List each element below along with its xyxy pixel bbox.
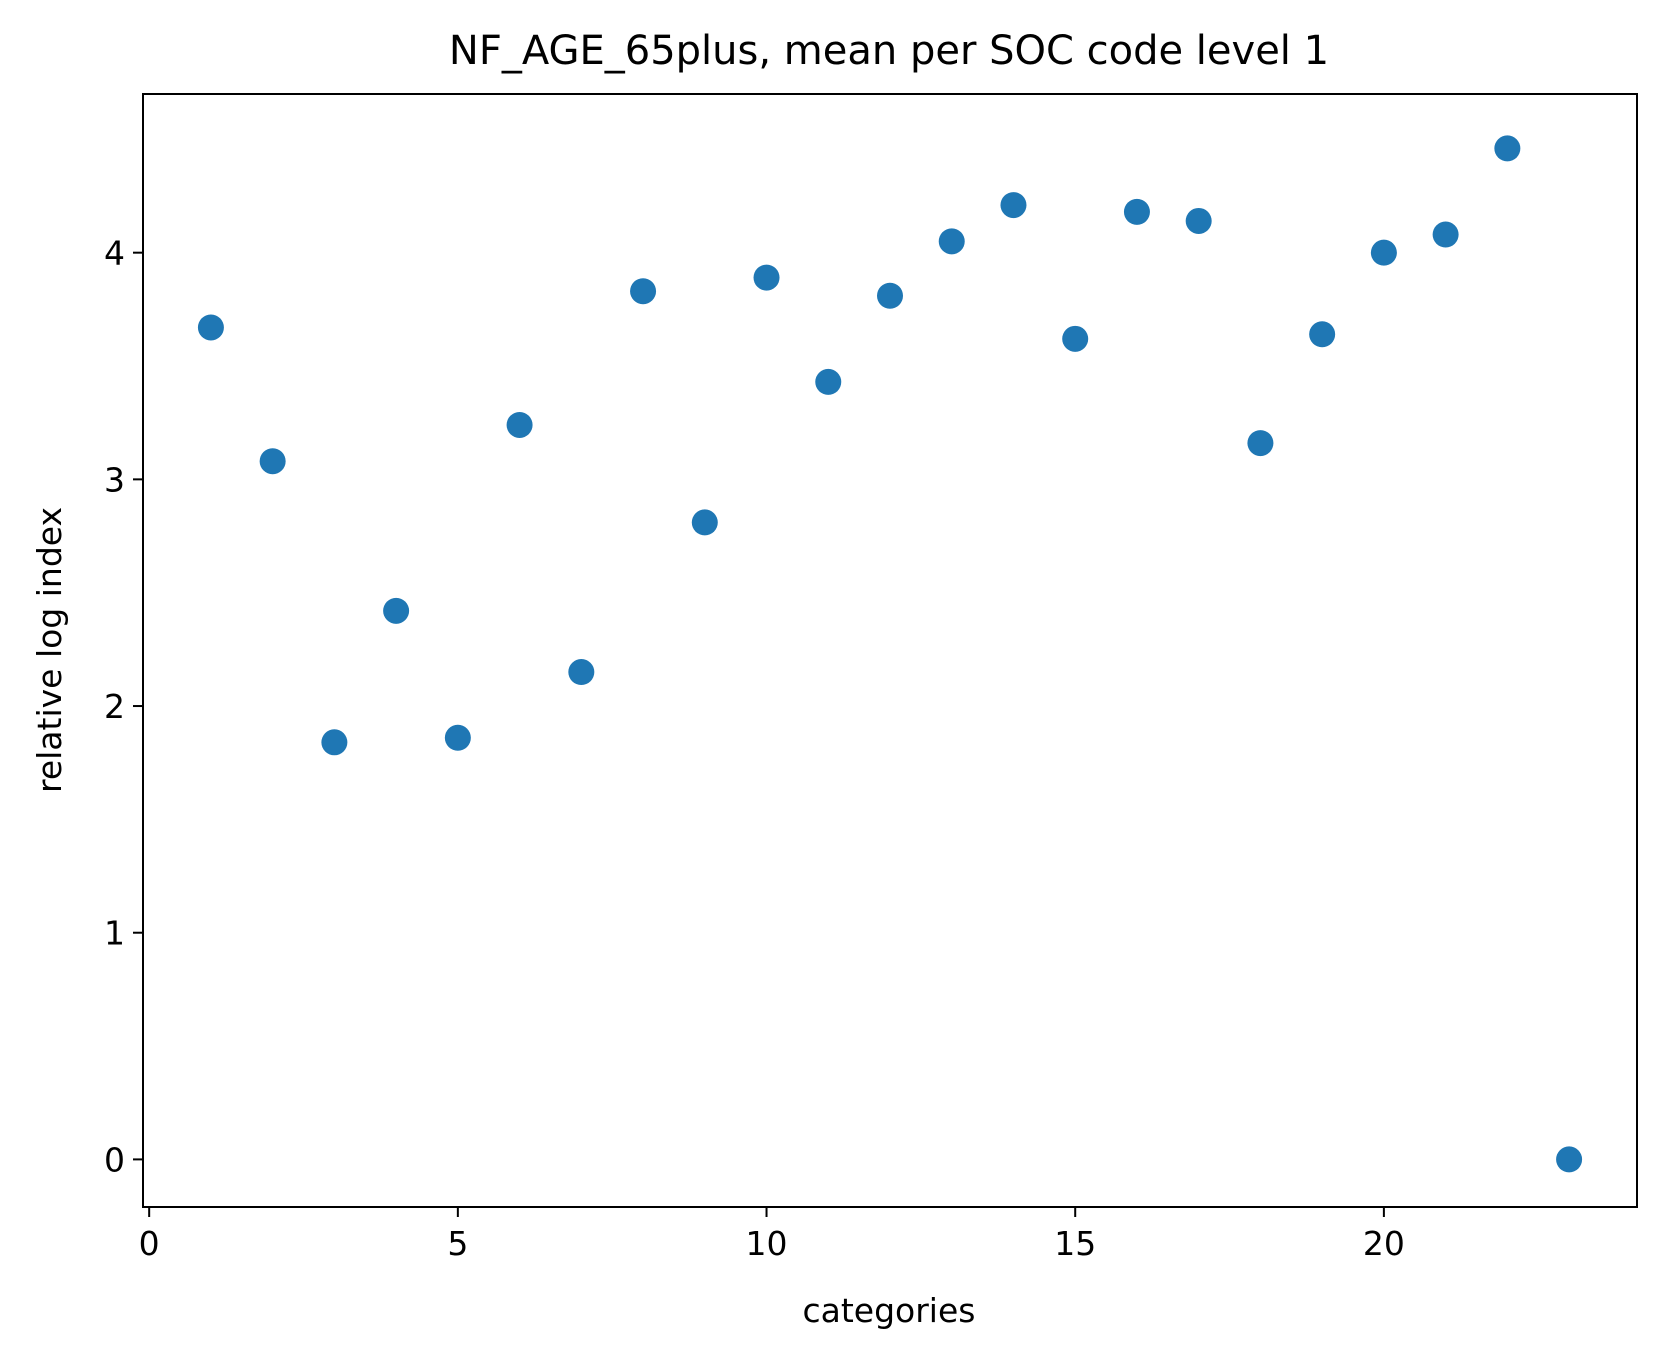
data-point xyxy=(630,278,657,305)
data-point xyxy=(506,411,533,438)
data-point xyxy=(691,509,718,536)
data-point xyxy=(1494,135,1521,162)
data-point xyxy=(444,724,471,751)
data-point xyxy=(259,448,286,475)
x-tick-label: 10 xyxy=(746,1224,788,1263)
data-points xyxy=(197,135,1583,1173)
data-point xyxy=(1123,198,1150,225)
y-tick-label: 3 xyxy=(104,460,125,499)
data-point xyxy=(753,264,780,291)
x-tick-label: 0 xyxy=(139,1224,160,1263)
y-axis-ticks: 0 1 2 3 4 xyxy=(104,234,143,1179)
data-point xyxy=(197,314,224,341)
x-axis-label: categories xyxy=(803,1291,976,1330)
y-tick-label: 1 xyxy=(104,914,125,953)
x-axis-ticks: 0 5 10 15 20 xyxy=(139,1207,1405,1263)
y-tick-label: 2 xyxy=(104,687,125,726)
x-tick-label: 15 xyxy=(1054,1224,1096,1263)
plot-area-frame xyxy=(142,93,1638,1208)
data-point xyxy=(1247,430,1274,457)
data-point xyxy=(1000,192,1027,219)
data-point xyxy=(383,597,410,624)
x-tick-label: 5 xyxy=(447,1224,468,1263)
data-point xyxy=(1556,1146,1583,1173)
data-point xyxy=(1185,207,1212,234)
data-point xyxy=(1370,239,1397,266)
chart-title: NF_AGE_65plus, mean per SOC code level 1 xyxy=(449,28,1329,74)
y-axis-label: relative log index xyxy=(30,507,69,793)
data-point xyxy=(815,368,842,395)
x-tick-label: 20 xyxy=(1363,1224,1405,1263)
data-point xyxy=(877,282,903,309)
data-point xyxy=(938,228,965,255)
y-tick-label: 0 xyxy=(104,1140,125,1179)
data-point xyxy=(1062,325,1089,352)
data-point xyxy=(321,729,348,756)
data-point xyxy=(1309,321,1336,348)
data-point xyxy=(568,659,595,686)
data-point xyxy=(1432,221,1459,248)
y-tick-label: 4 xyxy=(104,234,125,273)
